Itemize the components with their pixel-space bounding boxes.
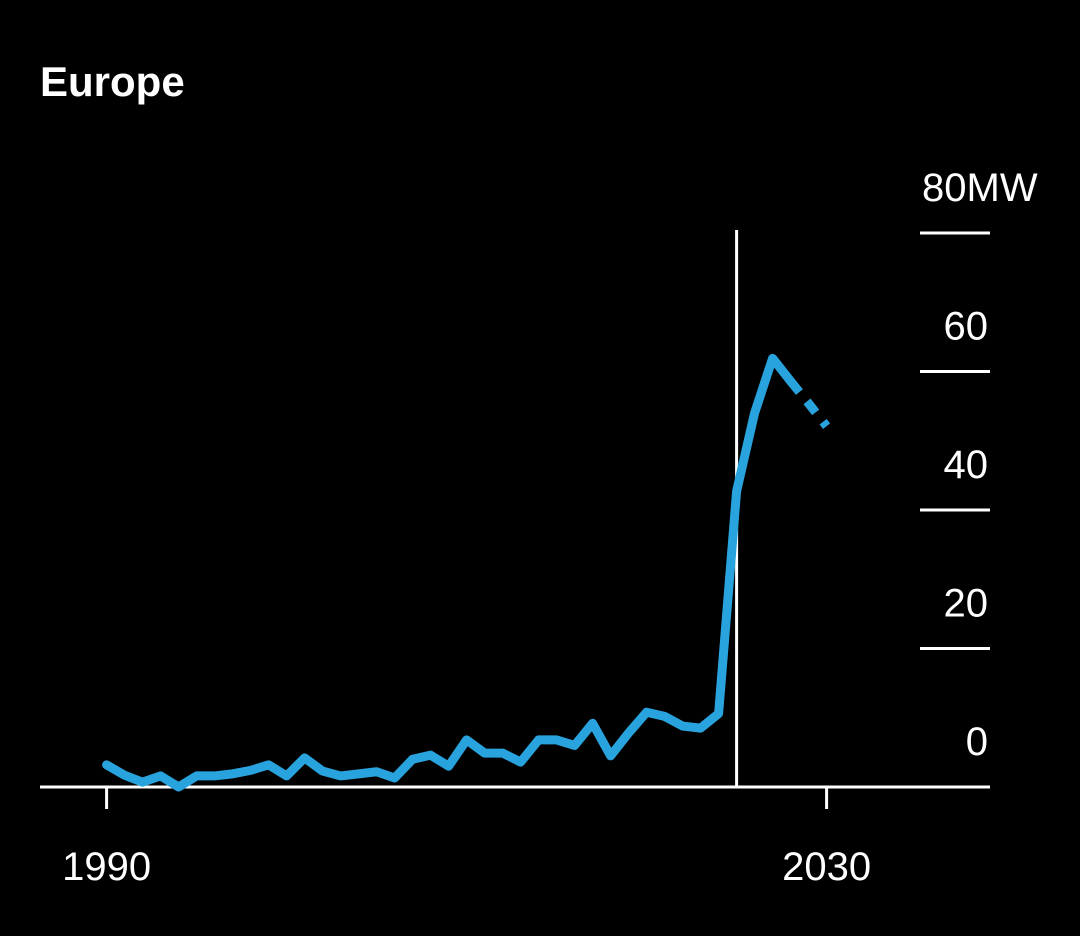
y-tick-label: 40: [944, 443, 989, 487]
y-tick-label: 20: [944, 582, 989, 626]
forecast-line: [787, 378, 831, 429]
y-tick-label: 60: [944, 305, 989, 349]
x-tick-label: 2030: [782, 845, 871, 889]
data-line: [102, 353, 796, 792]
y-tick-label: 80MW: [922, 166, 1038, 210]
chart-title: Europe: [40, 58, 185, 105]
y-tick-label: 0: [966, 720, 988, 764]
x-tick-label: 1990: [62, 845, 151, 889]
